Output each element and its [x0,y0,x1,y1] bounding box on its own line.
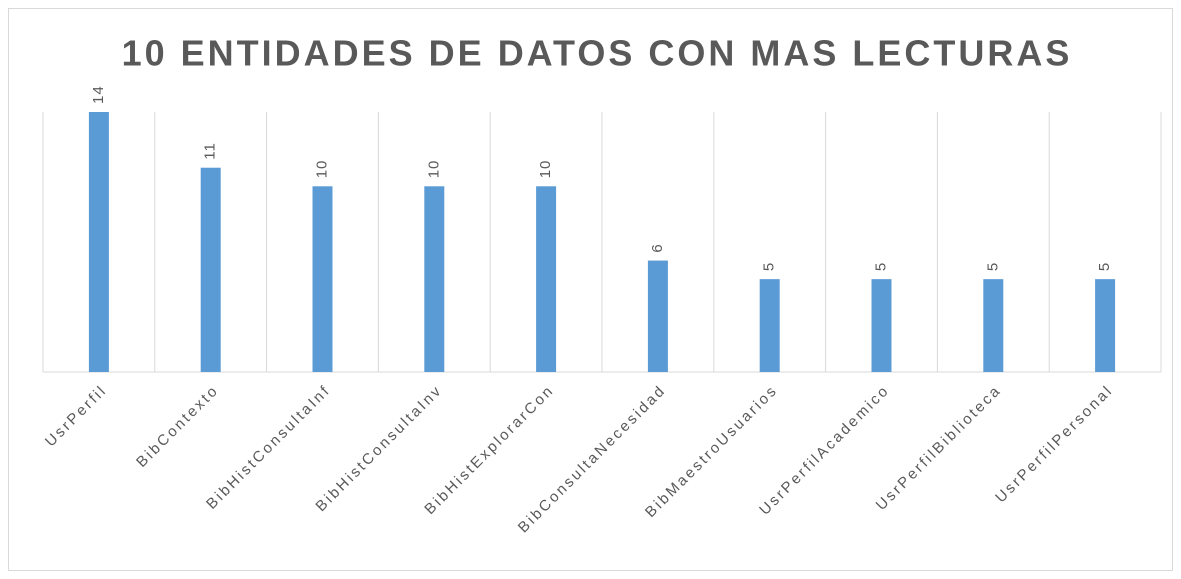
bar [424,186,445,372]
bar [536,186,557,372]
bar [647,260,668,372]
data-label: 11 [202,142,219,160]
data-label: 5 [1096,262,1113,271]
bar [983,279,1004,372]
chart-title: 10 ENTIDADES DE DATOS CON MAS LECTURAS [122,33,1073,74]
data-label: 5 [984,262,1001,271]
bar [88,112,109,372]
bar [871,279,892,372]
data-label: 14 [90,85,107,104]
data-label: 5 [872,262,889,271]
bar [200,167,221,372]
bar [759,279,780,372]
data-label: 10 [313,160,330,179]
bar [312,186,333,372]
data-label: 6 [649,243,666,252]
data-label: 10 [537,160,554,179]
data-label: 10 [425,160,442,179]
data-label: 5 [761,262,778,271]
bar [1095,279,1116,372]
